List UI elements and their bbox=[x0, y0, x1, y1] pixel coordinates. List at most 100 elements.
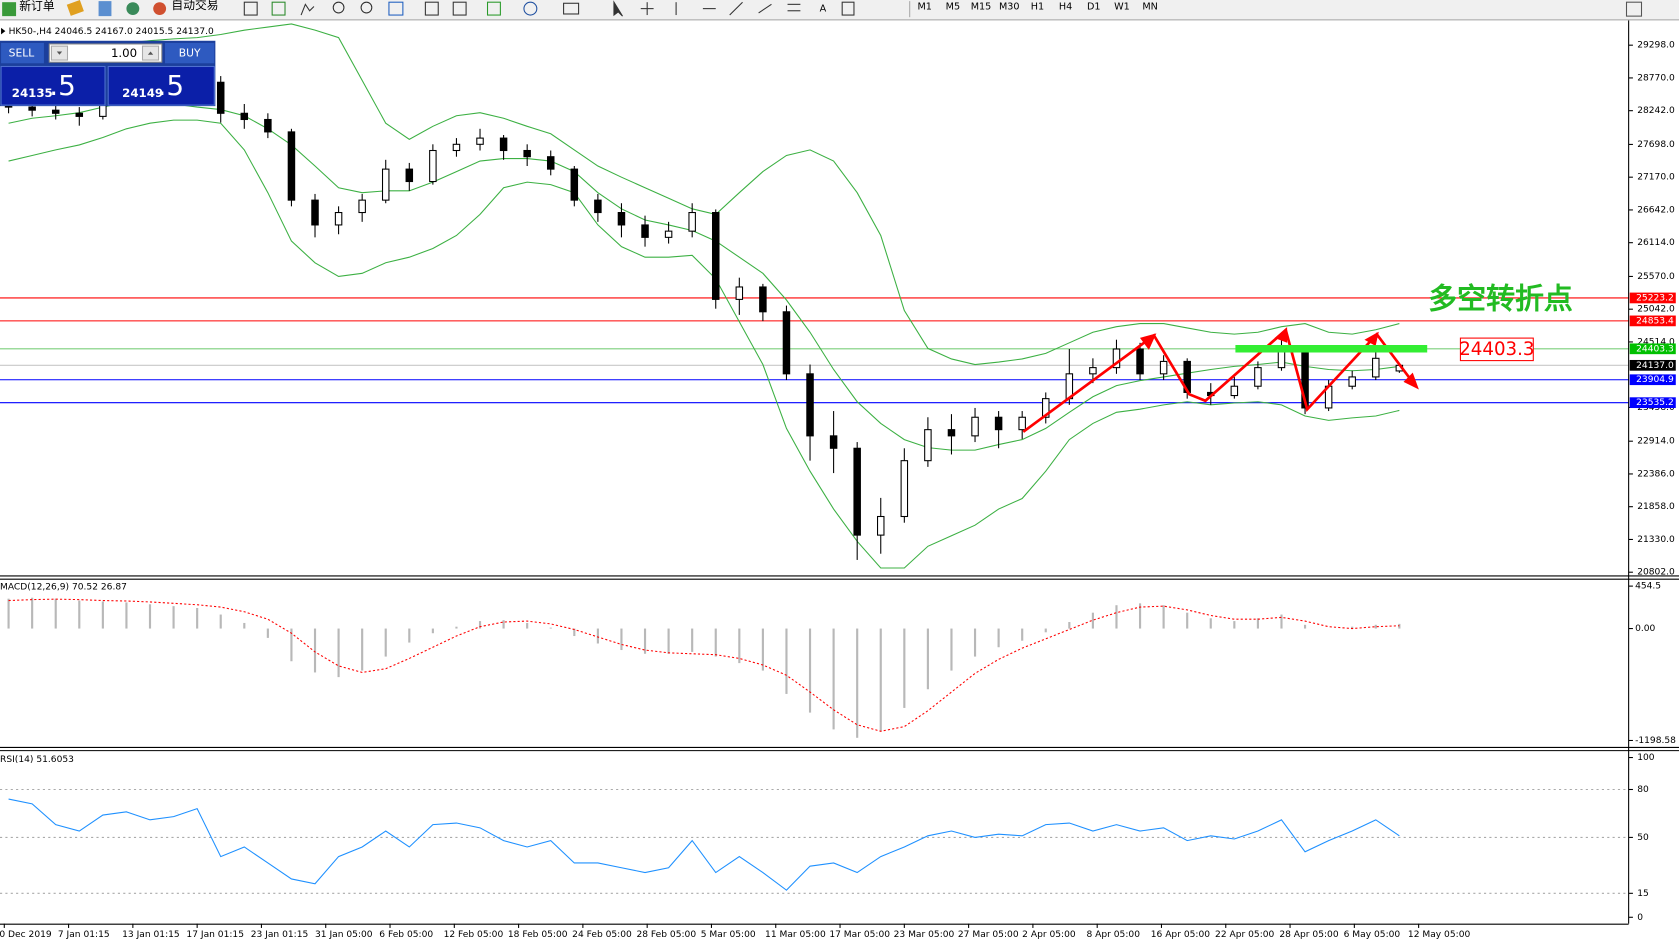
toolbar-icon[interactable] bbox=[98, 1, 112, 17]
price-tag-label: 23904.9 bbox=[1636, 375, 1674, 385]
macd-bar bbox=[125, 602, 128, 629]
zoom-in[interactable] bbox=[332, 1, 345, 14]
volume-value: 1.00 bbox=[111, 46, 137, 60]
y-tick-label: 0.00 bbox=[1635, 624, 1655, 634]
candle-body bbox=[51, 109, 60, 114]
y-tick-label: 28242.0 bbox=[1637, 106, 1675, 116]
templates[interactable] bbox=[563, 2, 580, 15]
y-tick-label: 27170.0 bbox=[1637, 173, 1675, 183]
candle-body bbox=[759, 286, 767, 313]
candle-body bbox=[1230, 385, 1239, 397]
buy-label: BUY bbox=[179, 47, 201, 60]
candle-body bbox=[688, 212, 696, 232]
x-tick-label: 31 Jan 05:00 bbox=[315, 930, 373, 940]
candle-body bbox=[900, 460, 909, 518]
timeframe-button[interactable]: M30 bbox=[999, 1, 1020, 12]
candle-body bbox=[1159, 360, 1168, 375]
x-tick-label: 5 Mar 05:00 bbox=[701, 930, 756, 940]
macd-bar bbox=[596, 628, 599, 644]
macd-bar bbox=[455, 626, 458, 629]
x-tick-label: 18 Feb 05:00 bbox=[508, 930, 568, 940]
timeframe-button[interactable]: M1 bbox=[917, 1, 931, 12]
y-tick-label: 27698.0 bbox=[1637, 140, 1675, 150]
toolbar-icon[interactable] bbox=[66, 0, 84, 16]
indicators[interactable] bbox=[486, 1, 501, 16]
x-tick-label: 8 Apr 05:00 bbox=[1086, 930, 1140, 940]
timeframe-button[interactable]: H1 bbox=[1031, 1, 1044, 12]
timeframe-button[interactable]: W1 bbox=[1114, 1, 1130, 12]
sell-price-box[interactable] bbox=[0, 65, 106, 106]
timeframe-button[interactable]: M15 bbox=[971, 1, 992, 12]
toolbar-icon[interactable] bbox=[126, 2, 140, 16]
candle-body bbox=[334, 212, 343, 226]
candle-body bbox=[877, 515, 885, 536]
macd-bar bbox=[243, 622, 246, 629]
macd-bar bbox=[1021, 628, 1024, 641]
channel[interactable] bbox=[758, 3, 772, 14]
candle-body bbox=[28, 106, 36, 111]
x-tick-label: 23 Mar 05:00 bbox=[894, 930, 955, 940]
auto-trading[interactable]: 自动交易 bbox=[171, 0, 218, 12]
macd-bar bbox=[172, 606, 175, 629]
candle-body bbox=[429, 149, 437, 183]
timeframe-button[interactable]: MN bbox=[1142, 1, 1158, 12]
x-tick-label: 23 Jan 01:15 bbox=[251, 930, 309, 940]
y-tick-label: 100 bbox=[1637, 753, 1655, 763]
y-tick-label: 21858.0 bbox=[1637, 502, 1675, 512]
buy-button[interactable] bbox=[165, 42, 215, 64]
price-tag-label: 23535.2 bbox=[1636, 398, 1674, 408]
volume-input[interactable] bbox=[48, 43, 163, 63]
sell-button[interactable] bbox=[1, 42, 44, 64]
macd-bar bbox=[1162, 605, 1165, 629]
turning-point-value: 24403.3 bbox=[1459, 339, 1534, 360]
new-order[interactable]: 新订单 bbox=[19, 0, 55, 13]
turning-point-title: 多空转折点 bbox=[1428, 282, 1573, 316]
macd-bar bbox=[361, 628, 364, 671]
candle-body bbox=[947, 429, 956, 437]
candle-body bbox=[735, 286, 744, 300]
price-tag-label: 24403.3 bbox=[1636, 344, 1674, 354]
toolbar-icon[interactable] bbox=[1625, 1, 1643, 17]
candle-body bbox=[216, 81, 225, 114]
macd-bar bbox=[478, 621, 482, 629]
new-order-icon[interactable] bbox=[2, 2, 17, 17]
macd-bar bbox=[1233, 621, 1236, 629]
toolbar-icon[interactable] bbox=[271, 1, 286, 16]
auto-trading-icon[interactable] bbox=[153, 2, 167, 16]
buy-price-box[interactable] bbox=[107, 65, 215, 106]
timeframe-button[interactable]: H4 bbox=[1059, 1, 1072, 12]
macd-bar bbox=[502, 620, 505, 629]
periods[interactable] bbox=[523, 1, 538, 16]
y-tick-label: 22914.0 bbox=[1637, 437, 1675, 447]
macd-bar bbox=[337, 628, 340, 678]
toolbar-icon[interactable] bbox=[300, 3, 315, 16]
macd-bar bbox=[808, 628, 812, 713]
timeframes: M1 M5 M15 M30 H1 H4 D1 W1 MN bbox=[917, 1, 1157, 12]
cursor[interactable] bbox=[613, 0, 623, 17]
price-tag-label: 25223.2 bbox=[1636, 293, 1674, 303]
arrow-head bbox=[1139, 333, 1157, 350]
macd-title: MACD(12,26,9) 70.52 26.87 bbox=[0, 583, 127, 593]
price-tag bbox=[1629, 374, 1676, 386]
rsi-line bbox=[8, 798, 1400, 891]
tile-windows[interactable] bbox=[388, 1, 404, 16]
timeframe-button[interactable]: D1 bbox=[1087, 1, 1101, 12]
macd-bar bbox=[973, 628, 977, 657]
timeframe-button[interactable]: M5 bbox=[946, 1, 960, 12]
toolbar-icon[interactable] bbox=[243, 1, 258, 16]
turning-point-box bbox=[1459, 337, 1534, 362]
x-tick-label: 2 Apr 05:00 bbox=[1022, 930, 1076, 940]
macd-bar bbox=[54, 598, 57, 629]
macd-bar bbox=[78, 600, 81, 629]
candle-body bbox=[782, 311, 791, 375]
label-tool[interactable] bbox=[841, 1, 855, 16]
toolbar-icon[interactable] bbox=[424, 1, 439, 16]
candle-body bbox=[1018, 416, 1026, 431]
text-tool[interactable]: A bbox=[820, 4, 827, 15]
zoom-out[interactable] bbox=[360, 1, 373, 14]
trendline[interactable] bbox=[729, 1, 743, 16]
price-tag-label: 24137.0 bbox=[1636, 361, 1674, 371]
buy-price-main: 24149 bbox=[122, 86, 163, 100]
toolbar-icon[interactable] bbox=[452, 1, 467, 16]
x-tick-label: 12 May 05:00 bbox=[1408, 930, 1471, 940]
